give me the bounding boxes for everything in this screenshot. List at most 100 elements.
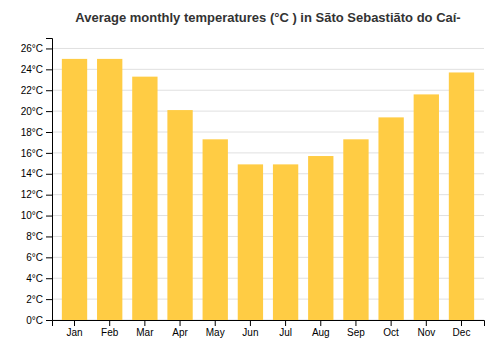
x-tick-label: Dec xyxy=(453,327,471,338)
y-tick-mark xyxy=(46,90,52,91)
x-tick-label: Aug xyxy=(312,327,330,338)
y-tick-label: 26°C xyxy=(21,43,43,54)
x-tick-mark xyxy=(74,320,75,326)
grid-line xyxy=(52,48,484,49)
y-tick-mark xyxy=(46,174,52,175)
y-tick: 0°C xyxy=(26,315,52,326)
x-tick: Jul xyxy=(279,320,292,338)
y-tick-label: 10°C xyxy=(21,210,43,221)
x-tick-mark xyxy=(426,320,427,326)
y-tick: 22°C xyxy=(21,85,52,96)
y-axis-line xyxy=(46,39,53,321)
x-tick: Sep xyxy=(347,320,365,338)
y-tick-mark xyxy=(46,278,52,279)
x-tick-label: Mar xyxy=(136,327,154,338)
plot: Jan Feb Mar Apr May Jun Jul Aug Sep Oct Nov Dec 0°C 2… xyxy=(21,39,485,339)
x-axis: Jan Feb Mar Apr May Jun Jul Aug Sep Oct Nov Dec xyxy=(53,320,485,338)
bar xyxy=(449,72,474,320)
x-tick: Feb xyxy=(101,320,119,338)
y-tick-label: 14°C xyxy=(21,168,43,179)
y-tick: 24°C xyxy=(21,64,52,75)
bar xyxy=(97,59,122,320)
bar xyxy=(343,139,368,320)
y-tick: 12°C xyxy=(21,189,52,200)
y-tick-mark xyxy=(46,111,52,112)
x-tick-mark xyxy=(320,320,321,326)
x-tick-label: Apr xyxy=(172,327,188,338)
x-tick-label: Jun xyxy=(242,327,258,338)
x-tick-label: Jul xyxy=(279,327,292,338)
y-tick-label: 0°C xyxy=(26,315,43,326)
x-tick-mark xyxy=(109,320,110,326)
x-tick-mark xyxy=(461,320,462,326)
y-tick-mark xyxy=(46,153,52,154)
x-tick: Apr xyxy=(172,320,188,338)
x-tick: Nov xyxy=(417,320,435,338)
y-tick: 6°C xyxy=(26,252,52,263)
x-tick: Dec xyxy=(453,320,471,338)
bar xyxy=(273,164,298,320)
y-tick-mark xyxy=(46,320,52,321)
bars xyxy=(62,59,474,320)
bar xyxy=(378,117,403,320)
x-tick-mark xyxy=(215,320,216,326)
x-tick-mark xyxy=(285,320,286,326)
y-tick-label: 6°C xyxy=(26,252,43,263)
y-tick-mark xyxy=(46,236,52,237)
y-tick: 2°C xyxy=(26,294,52,305)
x-tick-label: May xyxy=(206,327,225,338)
y-tick-label: 22°C xyxy=(21,85,43,96)
bar xyxy=(308,156,333,320)
y-tick: 20°C xyxy=(21,106,52,117)
y-tick-mark xyxy=(46,69,52,70)
bar xyxy=(62,59,87,320)
y-tick-mark xyxy=(46,257,52,258)
y-tick-mark xyxy=(46,132,52,133)
bar xyxy=(414,94,439,320)
y-tick-label: 18°C xyxy=(21,127,43,138)
title: Average monthly temperatures (°C ) in Sã… xyxy=(75,10,460,25)
bar xyxy=(132,77,157,320)
x-tick: Aug xyxy=(312,320,330,338)
x-tick-mark xyxy=(355,320,356,326)
x-tick-mark xyxy=(180,320,181,326)
chart: Jan Feb Mar Apr May Jun Jul Aug Sep Oct Nov Dec 0°C 2… xyxy=(0,0,500,350)
y-tick-label: 20°C xyxy=(21,106,43,117)
y-tick-label: 24°C xyxy=(21,64,43,75)
x-tick-mark xyxy=(250,320,251,326)
y-tick-mark xyxy=(46,216,52,217)
y-tick-label: 2°C xyxy=(26,294,43,305)
y-tick-label: 8°C xyxy=(26,231,43,242)
x-tick-label: Nov xyxy=(417,327,435,338)
y-tick-mark xyxy=(46,299,52,300)
y-tick-label: 12°C xyxy=(21,189,43,200)
x-tick-label: Jan xyxy=(66,327,82,338)
x-tick-mark xyxy=(391,320,392,326)
x-tick: Mar xyxy=(136,320,154,338)
x-tick-mark xyxy=(144,320,145,326)
bar xyxy=(238,164,263,320)
y-tick-label: 4°C xyxy=(26,273,43,284)
y-tick: 16°C xyxy=(21,148,52,159)
y-axis: 0°C 2°C 4°C 6°C 8°C 10°C 12°C 14°C 16°C 18°C 20°C 2… xyxy=(21,39,53,326)
x-tick: May xyxy=(206,320,225,338)
y-tick: 4°C xyxy=(26,273,52,284)
y-tick-label: 16°C xyxy=(21,148,43,159)
y-tick-mark xyxy=(46,48,52,49)
y-tick: 18°C xyxy=(21,127,52,138)
x-tick-label: Oct xyxy=(383,327,399,338)
x-tick-label: Feb xyxy=(101,327,119,338)
x-tick: Jun xyxy=(242,320,258,338)
x-axis-line xyxy=(53,321,485,327)
y-tick: 10°C xyxy=(21,210,52,221)
grid xyxy=(52,48,484,320)
bar xyxy=(167,110,192,320)
x-tick: Oct xyxy=(383,320,399,338)
y-tick: 14°C xyxy=(21,168,52,179)
x-tick-label: Sep xyxy=(347,327,365,338)
bar xyxy=(203,139,228,320)
x-tick: Jan xyxy=(66,320,82,338)
y-tick: 8°C xyxy=(26,231,52,242)
y-tick: 26°C xyxy=(21,43,52,54)
y-tick-mark xyxy=(46,195,52,196)
